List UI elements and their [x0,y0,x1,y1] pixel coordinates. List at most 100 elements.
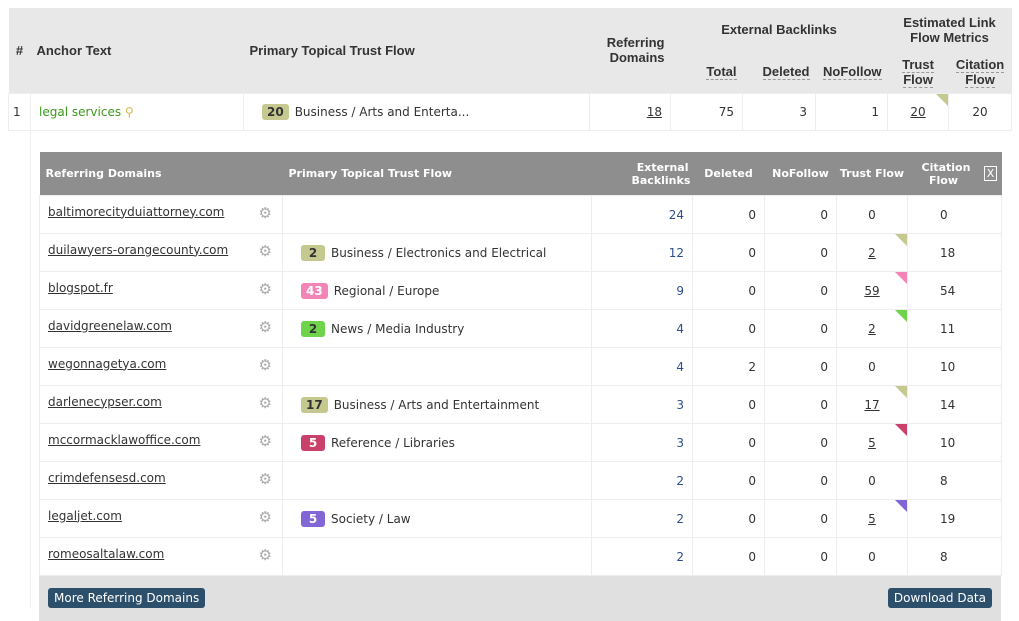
domain-link[interactable]: darlenecypser.com [48,394,162,409]
topic-badge: 5 [301,434,325,451]
col-anchor: Anchor Text [30,8,244,93]
ext-value: 2 [591,499,693,538]
total-value: 75 [670,92,743,131]
deleted-value: 2 [692,347,765,386]
table-row: baltimorecityduiattorney.com ⚙ 24 0 0 0 0 [39,195,1002,234]
col-topical: Primary Topical Trust Flow [243,8,590,93]
table-row: legaljet.com ⚙ 5 Society / Law 2 0 0 5 19 [39,499,1002,538]
cf-value: 0 [907,195,1002,234]
gear-icon[interactable]: ⚙ [258,432,272,450]
cf-value: 8 [907,461,1002,500]
nofollow-value: 0 [764,537,837,576]
topic-badge: 20 [262,103,289,120]
gear-icon[interactable]: ⚙ [258,242,272,260]
gear-icon[interactable]: ⚙ [258,508,272,526]
domain-link[interactable]: baltimorecityduiattorney.com [48,204,225,219]
nofollow-value: 0 [764,423,837,462]
col-cf[interactable]: Citation Flow [955,56,1005,88]
topic-badge: 2 [301,320,325,337]
divider [8,128,31,608]
table-row: mccormacklawoffice.com ⚙ 5 Reference / Lib… [39,423,1002,462]
ext-value: 4 [591,309,693,348]
refdomains-link[interactable]: 18 [646,104,662,119]
cf-value: 8 [907,537,1002,576]
topic-label: Business / Arts and Entertainment [333,397,540,412]
deleted-value: 0 [692,423,765,462]
col-refdomains: Referring Domains [589,8,671,93]
topic-badge: 17 [301,396,328,413]
gear-icon[interactable]: ⚙ [258,204,272,222]
gear-icon[interactable]: ⚙ [258,394,272,412]
table-row: duilawyers-orangecounty.com ⚙ 2 Business /… [39,233,1002,272]
tf-value: 0 [868,359,876,374]
anchor-text[interactable]: legal services [39,104,122,119]
gear-icon[interactable]: ⚙ [258,546,272,564]
nofollow-value: 0 [764,195,837,234]
ext-value: 9 [591,271,693,310]
domain-link[interactable]: blogspot.fr [48,280,113,295]
tf-link[interactable]: 59 [864,283,880,298]
deleted-value: 0 [692,537,765,576]
domain-link[interactable]: mccormacklawoffice.com [48,432,201,447]
col-nofollow[interactable]: NoFollow [823,64,882,81]
deleted-value: 0 [692,195,765,234]
cf-value: 11 [907,309,1002,348]
col-tf[interactable]: Trust Flow [902,56,934,88]
tf-link[interactable]: 2 [868,245,876,260]
deleted-value: 3 [742,92,816,131]
gear-icon[interactable]: ⚙ [258,318,272,336]
topic-label: Business / Arts and Enterta... [294,104,470,119]
deleted-value: 0 [692,271,765,310]
col-deleted[interactable]: Deleted [762,64,810,81]
col-num: # [8,8,31,93]
cf-value: 10 [907,347,1002,386]
tf-value: 0 [868,473,876,488]
gear-icon[interactable]: ⚙ [258,470,272,488]
deleted-value: 0 [692,385,765,424]
topic-badge: 5 [301,510,325,527]
ext-value: 3 [591,423,693,462]
topic-badge: 2 [301,244,325,261]
domain-link[interactable]: duilawyers-orangecounty.com [48,242,229,257]
col-ext: External Backlinks [591,152,693,196]
ext-value: 12 [591,233,693,272]
table-row: crimdefensesd.com ⚙ 2 0 0 0 8 [39,461,1002,500]
table-row: darlenecypser.com ⚙ 17 Business / Arts and… [39,385,1002,424]
cf-value: 19 [907,499,1002,538]
gear-icon[interactable]: ⚙ [258,356,272,374]
domain-link[interactable]: legaljet.com [48,508,122,523]
nofollow-value: 0 [764,233,837,272]
close-icon[interactable]: X [983,166,998,181]
domain-link[interactable]: crimdefensesd.com [48,470,166,485]
domain-link[interactable]: wegonnagetya.com [48,356,167,371]
tf-link[interactable]: 2 [868,321,876,336]
ext-value: 24 [591,195,693,234]
col-topical: Primary Topical Trust Flow [282,152,592,196]
tf-link[interactable]: 5 [868,435,876,450]
nofollow-value: 0 [764,461,837,500]
topic-label: News / Media Industry [331,321,465,336]
gear-icon[interactable]: ⚙ [258,280,272,298]
download-data-button[interactable]: Download Data [887,588,992,608]
col-total[interactable]: Total [706,64,737,81]
topic-label: Regional / Europe [333,283,440,298]
table-row: wegonnagetya.com ⚙ 4 2 0 0 10 [39,347,1002,386]
nofollow-value: 0 [764,385,837,424]
domain-link[interactable]: davidgreenelaw.com [48,318,172,333]
anchor-text-table: # Anchor Text Primary Topical Trust Flow… [8,8,1013,131]
tf-link[interactable]: 17 [864,397,880,412]
tf-link[interactable]: 20 [910,104,926,119]
cf-value: 10 [907,423,1002,462]
topic-label: Business / Electronics and Electrical [331,245,547,260]
table-row: 1 legal services ⚲ 20 Business / Arts and… [8,92,1013,131]
tf-link[interactable]: 5 [868,511,876,526]
table-row: davidgreenelaw.com ⚙ 2 News / Media Indust… [39,309,1002,348]
topic-label: Society / Law [331,511,411,526]
nofollow-value: 0 [764,271,837,310]
col-deleted: Deleted [692,152,765,196]
more-referring-domains-button[interactable]: More Referring Domains [48,588,206,608]
nofollow-value: 1 [814,92,889,131]
key-icon: ⚲ [124,104,134,119]
domain-link[interactable]: romeosaltalaw.com [48,546,165,561]
col-ext-backlinks: External Backlinks [670,8,888,51]
